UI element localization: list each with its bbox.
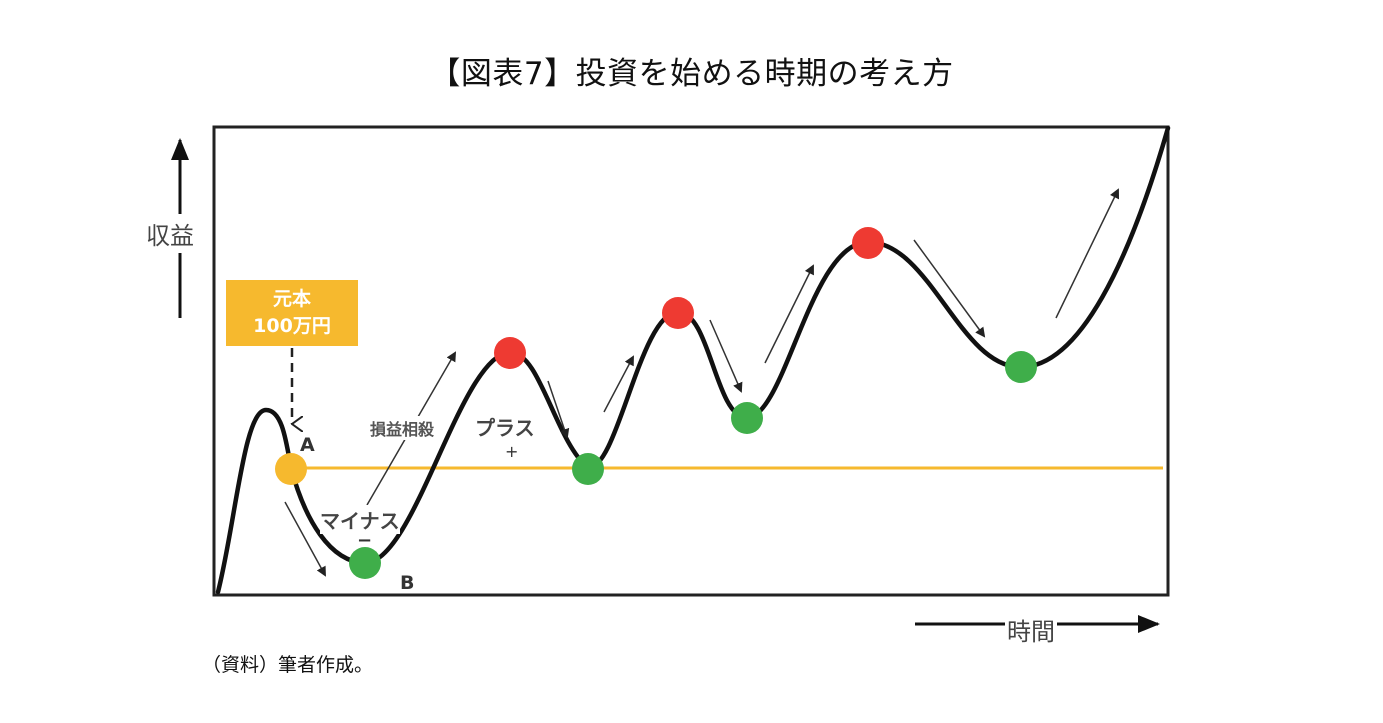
- point-b-trough: [349, 547, 381, 579]
- up-arrow-2: [764, 264, 814, 364]
- trough-point-2: [572, 453, 604, 485]
- point-a-start: [275, 453, 307, 485]
- up-arrow-3: [1055, 188, 1120, 319]
- x-axis-label: 時間: [1005, 612, 1057, 647]
- y-axis-label: 収益: [146, 214, 194, 253]
- minus-label: マイナス: [320, 505, 400, 534]
- trough-point-4: [1005, 351, 1037, 383]
- principal-label: 元本: [272, 288, 311, 310]
- plus-sign: +: [505, 442, 519, 461]
- peak-point-1: [494, 337, 526, 369]
- offset-label: 損益相殺: [370, 416, 435, 440]
- down-arrow-1: [284, 501, 326, 577]
- point-a-label: A: [300, 434, 315, 456]
- principal-amount: 100万円: [253, 315, 331, 337]
- minus-sign: −: [357, 530, 373, 551]
- down-arrow-3: [709, 319, 743, 393]
- up-arrow-1: [603, 355, 634, 413]
- trough-point-3: [731, 402, 763, 434]
- principal-box: 元本 100万円: [226, 280, 358, 346]
- point-b-label: B: [400, 572, 415, 594]
- chart-frame: [212, 125, 1170, 597]
- down-arrow-4: [913, 239, 986, 338]
- peak-point-2: [662, 297, 694, 329]
- source-note: （資料）筆者作成。: [202, 654, 374, 676]
- figure-title: 【図表7】投資を始める時期の考え方: [429, 56, 954, 92]
- down-arrow-2: [547, 380, 570, 439]
- plus-label: プラス: [475, 412, 535, 441]
- peak-point-3: [852, 227, 884, 259]
